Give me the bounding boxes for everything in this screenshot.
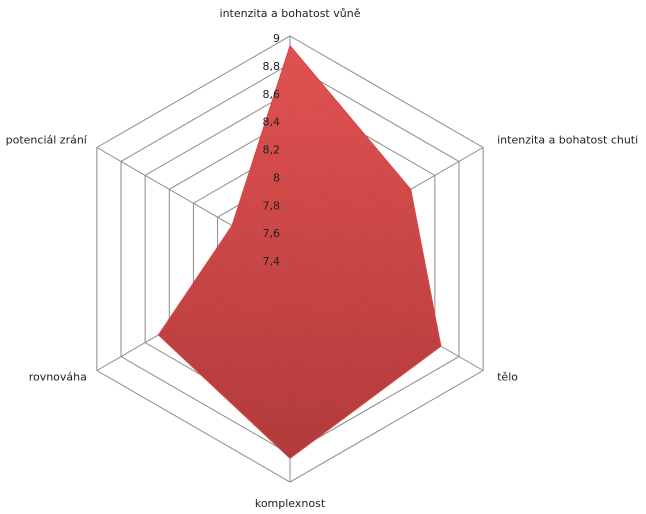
category-label: tělo [497, 371, 518, 384]
category-label: intenzita a bohatost vůně [220, 7, 361, 20]
category-label: intenzita a bohatost chuti [497, 134, 638, 147]
r-tick-label: 8 [273, 171, 280, 184]
category-label: rovnováha [29, 371, 87, 384]
r-tick-label: 9 [273, 32, 280, 45]
r-tick-label: 8,2 [263, 144, 281, 157]
r-tick-label: 8,4 [263, 116, 281, 129]
r-tick-label: 8,6 [263, 88, 281, 101]
r-tick-label: 7,4 [263, 255, 281, 268]
category-label: potenciál zrání [6, 134, 88, 147]
r-tick-label: 7,8 [263, 199, 281, 212]
r-tick-label: 8,8 [263, 60, 281, 73]
category-label: komplexnost [255, 497, 326, 510]
data-area [157, 44, 442, 459]
r-tick-label: 7,6 [263, 227, 281, 240]
